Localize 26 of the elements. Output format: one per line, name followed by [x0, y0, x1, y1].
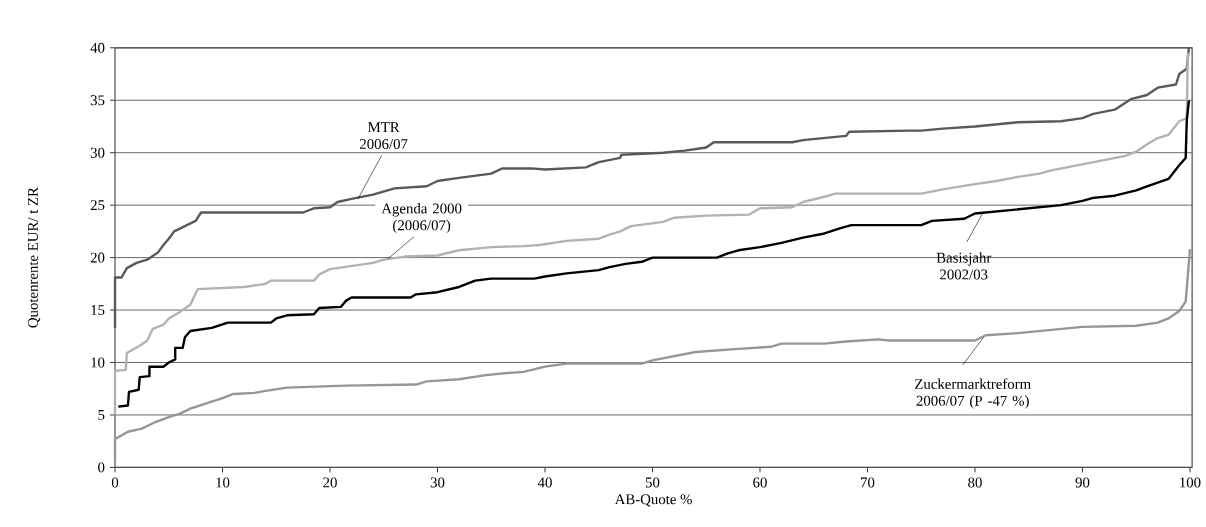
y-tick-label: 5: [98, 409, 105, 420]
y-tick-label: 20: [90, 252, 105, 263]
y-tick-label: 35: [90, 95, 105, 106]
x-tick-label: 50: [645, 477, 660, 488]
x-tick-label: 90: [1075, 477, 1090, 488]
x-tick-label: 80: [968, 477, 982, 488]
annotation: Basisjahr 2002/03: [936, 252, 992, 280]
x-tick-label: 60: [753, 477, 767, 488]
x-tick-label: 100: [1180, 477, 1201, 488]
y-tick-label: 10: [91, 357, 105, 368]
x-tick-label: 70: [861, 477, 875, 488]
x-tick-label: 10: [216, 477, 230, 488]
y-tick-label: 30: [90, 147, 105, 158]
y-tick-label: 15: [91, 305, 105, 315]
x-axis-title: AB-Quote %: [614, 494, 692, 507]
annotation: MTR 2006/07: [360, 122, 408, 149]
annotation: Zuckermarktreform 2006/07 (P -47 %): [915, 378, 1031, 409]
x-tick-label: 0: [111, 477, 119, 488]
y-axis-title: Quotenrente EUR/ t ZR: [27, 187, 41, 328]
y-tick-label: 0: [98, 462, 105, 473]
x-tick-label: 40: [537, 477, 552, 488]
x-tick-label: 30: [430, 477, 445, 488]
y-tick-label: 40: [90, 42, 105, 53]
y-tick-label: 25: [90, 200, 105, 211]
x-tick-label: 20: [323, 477, 337, 488]
annotation: Agenda 2000 (2006/07): [381, 202, 462, 234]
